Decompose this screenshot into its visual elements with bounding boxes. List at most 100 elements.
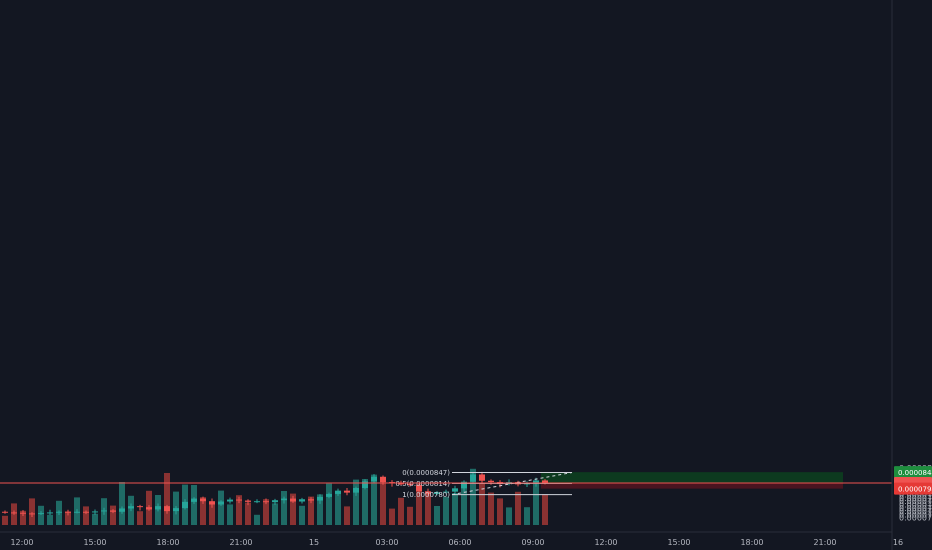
time-tick-label: 18:00 (156, 538, 179, 547)
candle-body (344, 490, 350, 493)
candle-body (20, 512, 26, 514)
volume-bar (416, 487, 422, 525)
price-tag-stop (894, 482, 932, 495)
time-tick-label: 09:00 (521, 538, 544, 547)
volume-bar (497, 498, 503, 525)
volume-bar (461, 486, 467, 525)
candle-body (425, 491, 431, 494)
volume-bar (326, 483, 332, 525)
candle-body (308, 499, 314, 501)
candle-body (407, 484, 413, 486)
volume-bar (92, 513, 98, 525)
volume-bar (38, 505, 44, 525)
candle-body (137, 506, 143, 508)
candle-body (254, 501, 260, 503)
candle-body (479, 474, 485, 481)
candle-body (488, 480, 494, 483)
volume-bar (65, 511, 71, 525)
candle-body (209, 501, 215, 505)
price-tag-target (894, 466, 932, 479)
candle-body (245, 500, 251, 502)
price-tick-label: 0.0000740 (899, 504, 932, 513)
candle-body (263, 501, 269, 503)
candle-body (29, 513, 35, 515)
candle-body (299, 499, 305, 502)
volume-bar (398, 497, 404, 525)
volume-bar (47, 514, 53, 525)
candle-body (290, 498, 296, 502)
candle-body (236, 499, 242, 501)
volume-bar (452, 493, 458, 525)
candle-body (119, 508, 125, 512)
volume-bar (290, 493, 296, 525)
volume-bar (335, 491, 341, 525)
volume-bar (119, 482, 125, 525)
price-tick-label: 0.0000730 (899, 507, 932, 516)
volume-bar (434, 506, 440, 525)
volume-bar (20, 510, 26, 525)
volume-bar (380, 480, 386, 525)
price-tick-label: 0.0000760 (899, 497, 932, 506)
candle-body (416, 484, 422, 492)
volume-bar (533, 483, 539, 525)
candle-body (164, 506, 170, 512)
volume-bar (488, 492, 494, 525)
price-tick-label: 0.0000710 (899, 514, 932, 523)
volume-bar (218, 490, 224, 525)
candle-body (128, 506, 134, 509)
candle-body (362, 481, 368, 488)
volume-bar (254, 514, 260, 525)
time-tick-label: 06:00 (448, 538, 471, 547)
candle-body (173, 508, 179, 512)
candle-body (101, 510, 107, 512)
candle-body (92, 511, 98, 513)
candle-body (74, 511, 80, 513)
volume-bar (209, 503, 215, 525)
candle-body (380, 476, 386, 483)
time-axis[interactable]: 12:00 15:00 18:00 21:00 15 03:00 06:00 09:00 12:… (0, 531, 903, 547)
candle-body (182, 501, 188, 509)
volume-bar (443, 496, 449, 525)
candle-body (227, 499, 233, 502)
candle-body (353, 488, 359, 493)
profit-zone (541, 472, 843, 484)
time-tick-label: 21:00 (813, 538, 836, 547)
volume-bar (542, 494, 548, 525)
volume-bar (425, 492, 431, 525)
candle-body (335, 490, 341, 494)
time-tick-label: 12:00 (10, 538, 33, 547)
candle-body (281, 498, 287, 501)
volume-bar (299, 505, 305, 525)
candle-body (398, 483, 404, 485)
fib-level-label: 0.5(0.0000814) (396, 480, 451, 488)
time-tick-label: 15 (309, 538, 319, 547)
volume-bar (200, 497, 206, 525)
volume-bar (362, 479, 368, 525)
candle-body (218, 501, 224, 505)
volume-bar (407, 506, 413, 525)
price-tick-label: 0.0000720 (899, 510, 932, 519)
time-tick-label: 03:00 (375, 538, 398, 547)
candle-body (65, 511, 71, 513)
volume-bar (344, 506, 350, 525)
candle-body (155, 506, 161, 510)
time-tick-label: 15:00 (667, 538, 690, 547)
candle-body (47, 512, 53, 514)
candle-body (434, 492, 440, 494)
position-zones (541, 472, 843, 489)
volume-bar (263, 499, 269, 525)
candle-body (452, 488, 458, 492)
price-tag-text: 0.0000798 (898, 486, 932, 494)
volume-bar (227, 504, 233, 525)
price-tick-label: 0.0000750 (899, 501, 932, 510)
candle-body (470, 474, 476, 482)
candle-body (443, 491, 449, 493)
candle-body (110, 510, 116, 512)
time-tick-label: 16 (893, 538, 903, 547)
price-tick-label: 0.0000780 (899, 491, 932, 500)
time-tick-label: 12:00 (594, 538, 617, 547)
volume-bar (137, 511, 143, 525)
volume-bar (506, 507, 512, 525)
